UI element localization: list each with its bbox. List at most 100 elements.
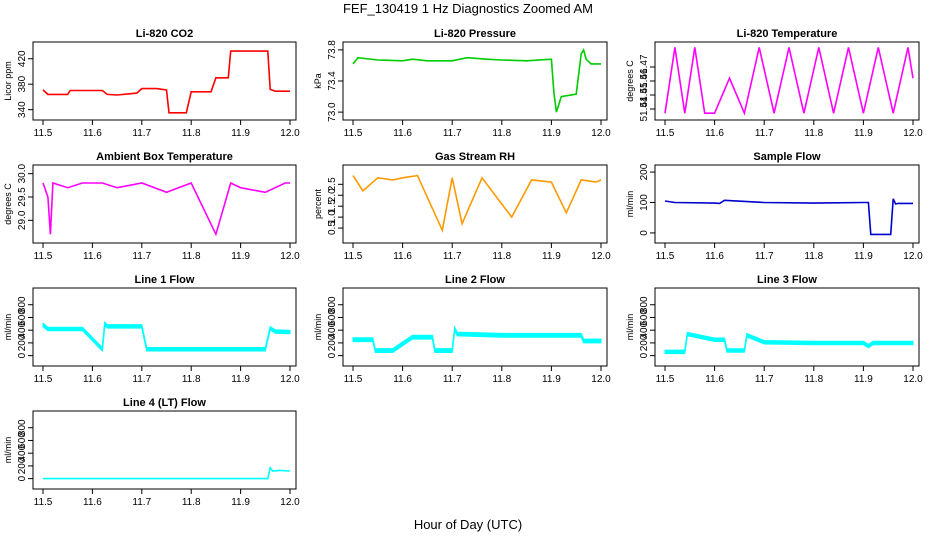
y-tick-label: 73.8 <box>327 40 338 60</box>
plot-frame <box>654 287 920 367</box>
panel-title: Ambient Box Temperature <box>96 151 233 163</box>
y-tick-label: 1.0 <box>327 210 338 224</box>
x-tick-label: 11.5 <box>656 251 675 262</box>
series-line <box>352 174 602 233</box>
x-tick-label: 12.0 <box>903 251 923 262</box>
x-tick-label: 11.7 <box>755 374 774 385</box>
x-tick-label: 11.8 <box>804 251 823 262</box>
y-axis-label: kPa <box>313 73 323 89</box>
x-tick-label: 11.9 <box>231 374 250 385</box>
y-tick-label: 200 <box>639 163 650 180</box>
x-tick-label: 12.0 <box>280 251 300 262</box>
x-tick-label: 11.8 <box>182 251 201 262</box>
x-tick-label: 11.8 <box>492 374 511 385</box>
y-tick-label: 380 <box>17 75 28 92</box>
x-tick-label: 11.6 <box>705 128 724 139</box>
x-tick-label: 11.5 <box>34 374 53 385</box>
x-tick-label: 11.9 <box>231 251 250 262</box>
y-axis-label: ml/min <box>3 314 13 341</box>
series-line <box>664 47 914 116</box>
y-tick-label: 0.5 <box>327 221 338 235</box>
x-tick-label: 11.7 <box>132 497 151 508</box>
series-line <box>353 326 601 352</box>
y-tick-label: 30.0 <box>17 163 28 183</box>
y-tick-label: 800 <box>17 419 28 436</box>
x-tick-label: 11.8 <box>804 128 823 139</box>
x-tick-label: 11.7 <box>132 251 151 262</box>
y-axis-label: ml/min <box>625 314 635 341</box>
x-tick-label: 11.5 <box>656 374 675 385</box>
y-tick-label: 0 <box>327 352 338 358</box>
x-axis-label: Hour of Day (UTC) <box>413 517 523 532</box>
y-tick-label: 200 <box>327 334 338 351</box>
panel-title: Line 4 (LT) Flow <box>123 397 206 409</box>
x-tick-label: 12.0 <box>903 128 923 139</box>
x-tick-label: 11.6 <box>83 374 102 385</box>
y-tick-label: 200 <box>639 334 650 351</box>
x-tick-label: 11.6 <box>705 374 724 385</box>
x-tick-label: 11.7 <box>443 251 462 262</box>
y-tick-label: 2.5 <box>327 177 338 191</box>
x-tick-label: 11.5 <box>344 251 363 262</box>
y-tick-label: 800 <box>639 296 650 313</box>
y-tick-label: 51.47 <box>639 54 650 79</box>
y-tick-label: 200 <box>17 457 28 474</box>
x-tick-label: 11.9 <box>542 374 561 385</box>
y-tick-label: 600 <box>17 432 28 449</box>
x-tick-label: 11.9 <box>542 251 561 262</box>
panel-0: Li-820 CO2 11.5 11.6 11.7 11.8 11.9 12.0 340 380… <box>3 28 300 139</box>
x-tick-label: 12.0 <box>591 251 611 262</box>
x-tick-label: 11.5 <box>344 374 363 385</box>
y-tick-label: 73.4 <box>327 71 338 91</box>
y-tick-label: 29.0 <box>17 210 28 230</box>
panel-title: Li-820 Pressure <box>434 28 516 40</box>
y-tick-label: 400 <box>17 321 28 338</box>
x-tick-label: 11.9 <box>542 128 561 139</box>
y-tick-label: 29.5 <box>17 187 28 207</box>
y-axis-label: degrees C <box>625 60 635 102</box>
x-tick-label: 12.0 <box>280 374 300 385</box>
x-tick-label: 11.8 <box>492 251 511 262</box>
x-tick-label: 11.7 <box>755 128 774 139</box>
panel-5: Sample Flow 11.5 11.6 11.7 11.8 11.9 12.0 0 100 2… <box>625 151 923 262</box>
x-tick-label: 12.0 <box>591 374 611 385</box>
y-tick-label: 0 <box>639 230 650 236</box>
series-line <box>42 321 291 352</box>
x-tick-label: 11.7 <box>755 251 774 262</box>
x-tick-label: 11.8 <box>804 374 823 385</box>
y-tick-label: 400 <box>327 321 338 338</box>
x-tick-label: 12.0 <box>280 128 300 139</box>
y-axis-label: percent <box>313 188 323 219</box>
series-line <box>43 465 291 480</box>
y-tick-label: 0 <box>17 352 28 358</box>
y-tick-label: 51.46 <box>639 68 650 93</box>
panel-title: Sample Flow <box>753 151 821 163</box>
y-tick-label: 100 <box>639 194 650 211</box>
plot-frame <box>32 41 297 121</box>
x-tick-label: 11.7 <box>443 128 462 139</box>
x-tick-label: 11.9 <box>854 251 873 262</box>
x-tick-label: 11.6 <box>83 128 102 139</box>
x-tick-label: 11.5 <box>34 497 53 508</box>
y-tick-label: 73.0 <box>327 102 338 122</box>
panel-title: Line 3 Flow <box>757 274 817 286</box>
panel-8: Line 3 Flow 11.5 11.6 11.7 11.8 11.9 12.0 02004… <box>625 274 923 385</box>
x-tick-label: 11.8 <box>182 374 201 385</box>
x-tick-label: 11.7 <box>443 374 462 385</box>
x-tick-label: 11.8 <box>492 128 511 139</box>
x-tick-label: 12.0 <box>903 374 923 385</box>
panel-1: Li-820 Pressure 11.5 11.6 11.7 11.8 11.9 12.0 7… <box>313 28 611 139</box>
series-line <box>42 181 290 237</box>
plot-frame <box>342 164 608 244</box>
x-tick-label: 11.9 <box>854 128 873 139</box>
plot-frame <box>32 164 297 244</box>
series-line <box>42 50 290 114</box>
y-tick-label: 600 <box>327 309 338 326</box>
x-tick-label: 11.9 <box>854 374 873 385</box>
y-axis-label: Licor ppm <box>3 61 13 101</box>
y-axis-label: ml/min <box>3 437 13 464</box>
x-tick-label: 11.8 <box>182 128 201 139</box>
panel-6: Line 1 Flow 11.5 11.6 11.7 11.8 11.9 12.0 02004… <box>3 274 300 385</box>
panel-title: Line 2 Flow <box>445 274 505 286</box>
